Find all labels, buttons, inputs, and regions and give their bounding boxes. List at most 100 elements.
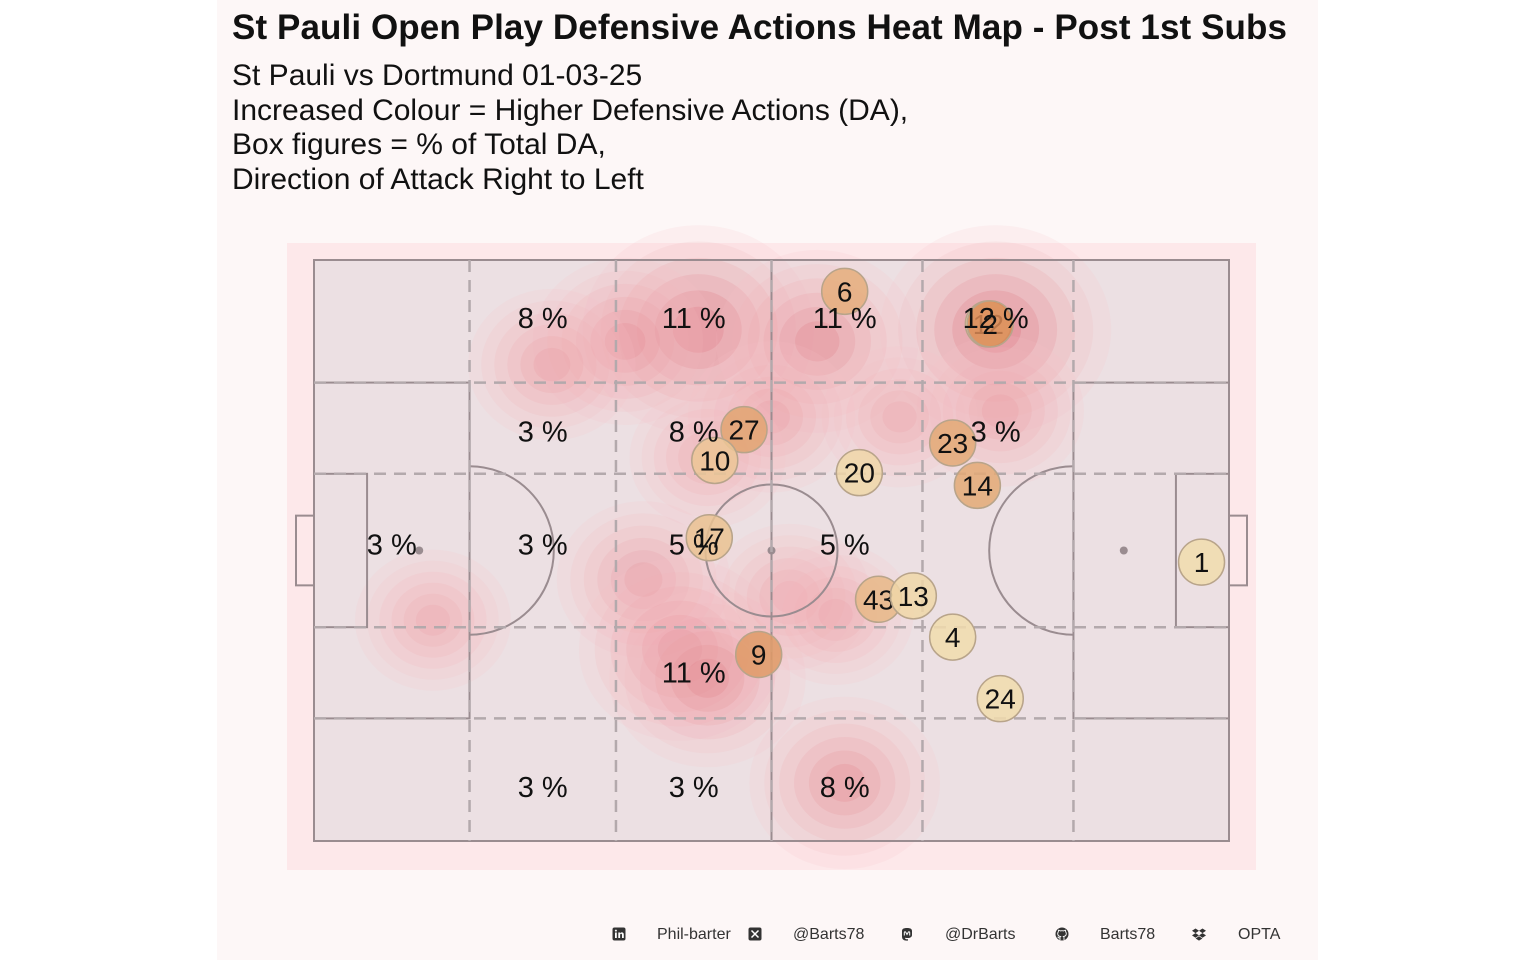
density-contour (626, 600, 734, 698)
footer-x-text: @Barts78 (793, 926, 865, 943)
density-contour (575, 296, 675, 386)
subtitle-line: Increased Colour = Higher Defensive Acti… (232, 93, 909, 127)
zone-percentage-label: 5 % (669, 530, 719, 562)
density-contour (570, 513, 717, 646)
density-contour (795, 321, 840, 362)
player-marker (720, 405, 768, 454)
player-number: 6 (837, 276, 853, 307)
density-contour (858, 379, 942, 455)
github-icon (1055, 927, 1069, 941)
density-contour (882, 401, 917, 433)
player-marker (976, 674, 1024, 723)
density-contour (578, 557, 782, 741)
density-contour (685, 658, 730, 698)
density-contour (507, 324, 597, 405)
zone-percentage-label: 12 % (963, 303, 1029, 335)
zone-percentage-label: 3 % (518, 416, 568, 448)
player-marker (734, 630, 783, 679)
density-contour (734, 546, 846, 648)
player-number: 14 (962, 470, 993, 501)
footer: Phil-barter @Barts78 @DrBarts Barts78 OP… (0, 925, 1536, 947)
linkedin-icon (612, 927, 626, 941)
density-contour (981, 394, 1019, 428)
zone-percentage-label: 11 % (662, 658, 726, 690)
player-marker (685, 513, 734, 562)
density-contour (610, 586, 750, 713)
density-contour (818, 598, 853, 630)
player-number: 4 (945, 622, 961, 653)
penalty-arc (988, 465, 1074, 636)
player-number: 43 (863, 584, 894, 615)
density-contour (379, 571, 487, 669)
player-marker (928, 613, 977, 661)
density-contour (391, 582, 475, 658)
density-contour (594, 572, 766, 727)
dropbox-icon (1192, 927, 1206, 941)
footer-github-text: Barts78 (1100, 926, 1156, 943)
density-contour (642, 614, 718, 684)
density-contour (772, 580, 808, 614)
density-contour (597, 537, 690, 622)
subtitle-line: St Pauli vs Dortmund 01-03-25 (232, 59, 643, 92)
density-contour (367, 560, 499, 680)
player-marker (889, 572, 938, 620)
player-number: 10 (699, 445, 730, 476)
player-number: 20 (844, 458, 875, 489)
footer-mastodon-text: @DrBarts (945, 926, 1016, 943)
density-contour (657, 629, 703, 670)
density-contour (749, 696, 940, 870)
density-contour (415, 604, 451, 636)
player-number: 9 (751, 639, 767, 670)
density-contour (468, 288, 636, 441)
zone-percentage-label: 11 % (662, 303, 726, 335)
player-marker (835, 448, 884, 497)
player-number: 17 (694, 523, 725, 554)
player-number: 2 (982, 309, 998, 340)
zone-percentage-label: 3 % (971, 416, 1021, 448)
density-contour (583, 525, 703, 634)
player-number: 23 (937, 428, 968, 459)
density-contour (481, 300, 623, 429)
zone-percentage-label: 3 % (518, 772, 568, 804)
density-contour (764, 710, 926, 856)
x-twitter-icon (748, 927, 762, 941)
zone-percentage-label: 3 % (669, 772, 719, 804)
density-contour (779, 306, 856, 376)
player-number: 13 (898, 581, 929, 612)
player-marker (691, 436, 739, 485)
density-contour (670, 644, 745, 712)
density-contour (808, 750, 881, 816)
density-contour (636, 274, 760, 386)
player-number: 24 (985, 684, 1016, 715)
penalty-spot (1119, 546, 1128, 555)
penalty-spot (415, 546, 424, 555)
chart-title: St Pauli Open Play Defensive Actions Hea… (232, 8, 1288, 47)
player-number: 1 (1194, 547, 1210, 578)
density-contour (654, 290, 742, 370)
zone-percentage-label: 8 % (518, 303, 568, 335)
footer-linkedin-text: Phil-barter (657, 926, 731, 943)
zone-percentage-label: 3 % (367, 530, 417, 562)
penalty-arc (469, 465, 555, 636)
player-number: 27 (728, 415, 759, 446)
density-contour (590, 309, 660, 373)
density-contour (624, 562, 663, 597)
density-contour (845, 368, 954, 466)
density-contour (759, 569, 821, 625)
density-contour (520, 336, 584, 394)
density-contour (968, 382, 1032, 440)
zone-percentage-label: 8 % (669, 416, 719, 448)
zone-percentage-label: 11 % (813, 303, 877, 335)
player-marker (928, 419, 977, 467)
zone-percentage-label: 8 % (820, 772, 870, 804)
density-contour (763, 292, 872, 390)
goal (295, 514, 315, 587)
zone-percentage-label: 5 % (820, 530, 870, 562)
density-contour (870, 390, 929, 444)
density-contour (561, 283, 689, 399)
density-contour (655, 631, 760, 726)
density-contour (779, 723, 911, 843)
density-contour (494, 312, 610, 417)
chart-subtitle: St Pauli vs Dortmund 01-03-25 Increased … (232, 59, 908, 197)
